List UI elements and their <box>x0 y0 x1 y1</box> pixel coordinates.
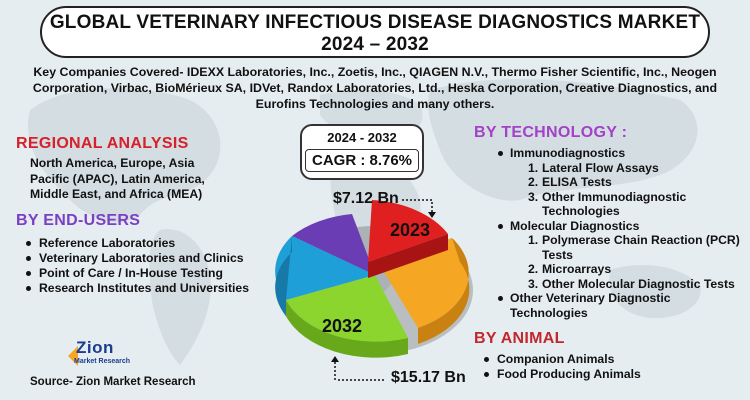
pie-slice-orange-depth <box>418 238 470 344</box>
list-item: Reference Laboratories <box>22 236 252 251</box>
list-item: 2. ELISA Tests <box>528 175 612 189</box>
animal-title: BY ANIMAL <box>474 330 565 347</box>
technology-list: Immunodiagnostics 1. Lateral Flow Assays … <box>478 146 746 320</box>
list-item: Other Veterinary Diagnostic Technologies <box>478 291 746 320</box>
list-item: 1. Lateral Flow Assays <box>528 160 659 175</box>
pie-slice-green-depth <box>286 300 408 358</box>
pie-slice-blue <box>275 236 375 300</box>
list-item: Point of Care / In-House Testing <box>22 266 252 281</box>
list-item: Veterinary Laboratories and Clinics <box>22 251 252 266</box>
list-item: 3. Other Immunodiagnostic Technologies <box>528 189 687 219</box>
source-text: Source- Zion Market Research <box>30 376 196 388</box>
market-value-2032: $15.17 Bn <box>391 369 466 386</box>
list-item: 2. Microarrays <box>528 262 612 276</box>
list-item: Molecular Diagnostics <box>478 219 746 234</box>
year-label-2023: 2023 <box>390 220 431 240</box>
cagr-years: 2024 - 2032 <box>327 130 397 145</box>
pie-slice-red <box>368 200 448 262</box>
callout-lines <box>334 199 433 381</box>
logo-name: Zion <box>76 338 114 357</box>
zion-logo-icon <box>68 346 78 366</box>
regional-analysis-title: REGIONAL ANALYSIS <box>16 135 189 152</box>
list-item: Immunodiagnostics <box>478 146 746 161</box>
end-users-title: BY END-USERS <box>16 212 141 229</box>
pie-slice-green <box>286 275 408 342</box>
arrow-2023 <box>428 212 436 218</box>
list-item: 1. Polymerase Chain Reaction (PCR) Tests <box>528 233 740 262</box>
year-label-2032: 2032 <box>322 316 363 336</box>
animal-list: Companion Animals Food Producing Animals <box>480 352 720 382</box>
cagr-value: CAGR : 8.76% <box>304 149 420 172</box>
market-value-2023: $7.12 Bn <box>333 190 399 207</box>
logo-subtitle: Market Research <box>74 358 131 365</box>
cagr-box: 2024 - 2032 CAGR : 8.76% <box>300 124 424 180</box>
end-users-list: Reference Laboratories Veterinary Labora… <box>22 236 252 296</box>
list-item: Companion Animals <box>480 352 720 367</box>
pie-slice-blue-depth <box>275 236 292 316</box>
list-item: 3. Other Molecular Diagnostic Tests <box>528 276 735 291</box>
pie-slice-purple <box>292 214 375 275</box>
key-companies-text: Key Companies Covered- IDEXX Laboratorie… <box>32 65 718 111</box>
list-item: Research Institutes and Universities <box>22 281 252 296</box>
arrow-2032 <box>331 356 339 362</box>
page-title: GLOBAL VETERINARY INFECTIOUS DISEASE DIA… <box>49 12 701 33</box>
pie-slice-red-depth <box>368 234 448 278</box>
regional-analysis-text: North America, Europe, Asia Pacific (APA… <box>30 156 205 201</box>
page-title-years: 2024 – 2032 <box>321 34 429 55</box>
technology-title: BY TECHNOLOGY : <box>474 124 628 141</box>
list-item: Food Producing Animals <box>480 367 720 382</box>
title-banner: GLOBAL VETERINARY INFECTIOUS DISEASE DIA… <box>40 6 710 58</box>
